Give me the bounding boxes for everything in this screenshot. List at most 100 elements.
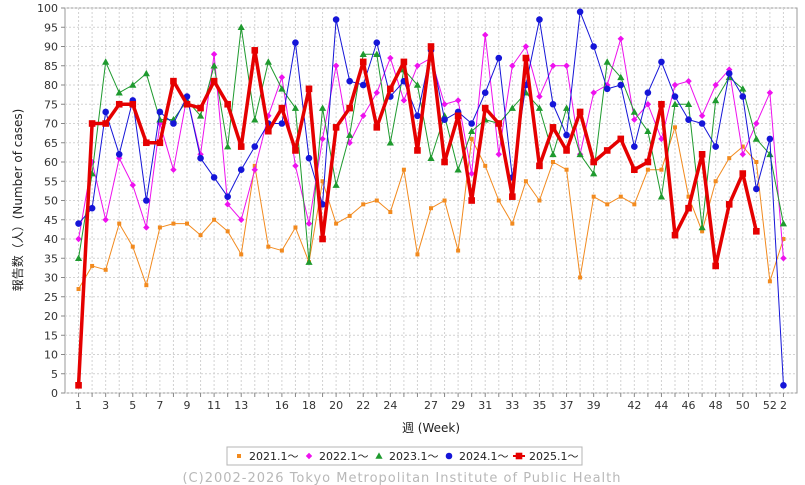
data-point	[725, 201, 733, 208]
y-tick-label: 100	[37, 2, 58, 15]
series-2	[75, 31, 787, 262]
data-point	[685, 77, 692, 85]
data-point	[292, 162, 299, 170]
data-point	[725, 73, 733, 81]
data-point	[671, 81, 679, 89]
y-tick-label: 0	[51, 387, 58, 400]
data-point	[644, 158, 652, 166]
data-point	[224, 201, 231, 208]
data-point	[522, 54, 530, 62]
data-point	[454, 97, 462, 104]
data-point	[754, 160, 759, 164]
legend-swatch	[375, 452, 383, 459]
data-point	[197, 104, 204, 112]
legend-label: 2023.1〜	[389, 450, 439, 463]
data-point	[739, 85, 747, 92]
data-point	[576, 108, 584, 116]
y-tick-label: 40	[44, 233, 58, 246]
data-point	[671, 93, 679, 100]
data-point	[712, 262, 719, 270]
data-point	[698, 223, 706, 231]
data-point	[712, 81, 719, 89]
data-point	[210, 77, 218, 85]
data-point	[590, 169, 598, 177]
data-point	[630, 108, 638, 115]
data-point	[603, 85, 611, 93]
x-tick-label: 27	[424, 399, 438, 412]
data-point	[781, 237, 786, 241]
data-point	[156, 139, 164, 147]
legend-swatch	[515, 452, 523, 460]
data-point	[400, 58, 408, 66]
data-point	[88, 158, 96, 166]
data-point	[456, 248, 461, 253]
data-point	[156, 108, 164, 116]
data-point	[468, 170, 475, 177]
data-point	[481, 89, 489, 96]
data-point	[576, 150, 584, 158]
x-tick-label: 20	[329, 399, 343, 412]
data-point	[727, 156, 732, 161]
data-point	[183, 100, 191, 108]
data-point	[224, 193, 231, 200]
data-point	[278, 104, 286, 112]
x-tick-label: 5	[129, 399, 136, 412]
y-tick-label: 70	[44, 118, 58, 131]
legend-swatch	[445, 452, 453, 460]
data-point	[373, 89, 380, 96]
data-point	[238, 216, 245, 223]
data-point	[739, 151, 746, 158]
x-tick-label: 42	[627, 399, 641, 412]
data-point	[305, 85, 313, 93]
y-tick-label: 10	[44, 349, 58, 362]
y-tick-label: 15	[44, 329, 58, 342]
data-point	[468, 127, 476, 134]
data-point	[495, 151, 502, 158]
data-point	[292, 39, 299, 46]
x-tick-label: 18	[302, 399, 316, 412]
data-point	[563, 147, 570, 154]
data-point	[563, 131, 570, 139]
data-point	[549, 124, 557, 131]
data-point	[75, 220, 82, 227]
data-point	[239, 252, 244, 257]
y-tick-label: 90	[44, 41, 58, 54]
data-point	[483, 163, 488, 168]
data-point	[305, 258, 313, 265]
data-point	[590, 158, 597, 166]
data-point	[305, 220, 313, 227]
y-axis-title: 報告数（人）(Number of cases)	[10, 109, 25, 292]
data-point	[170, 120, 177, 127]
data-point	[753, 185, 760, 193]
data-point	[780, 255, 787, 262]
y-tick-label: 55	[44, 175, 58, 188]
y-tick-label: 80	[44, 79, 58, 92]
data-point	[115, 100, 123, 108]
x-tick-label: 50	[736, 399, 750, 412]
data-point	[75, 235, 82, 243]
data-point	[264, 58, 272, 65]
data-point	[469, 136, 474, 141]
series-3	[74, 23, 788, 265]
data-point	[400, 97, 408, 104]
legend-swatch	[305, 452, 313, 460]
x-tick-label: 3	[102, 399, 109, 412]
data-point	[617, 35, 624, 42]
legend-label: 2024.1〜	[459, 450, 509, 463]
data-point	[251, 166, 258, 173]
data-point	[671, 231, 679, 239]
data-point	[359, 50, 367, 57]
data-point	[495, 120, 503, 127]
data-point	[117, 221, 122, 226]
data-point	[657, 193, 666, 200]
data-point	[659, 167, 664, 172]
data-point	[700, 229, 705, 234]
series-5	[75, 43, 760, 389]
x-tick-label: 7	[156, 399, 163, 412]
x-tick-label: 35	[532, 399, 546, 412]
data-point	[198, 233, 203, 238]
data-point	[468, 197, 475, 204]
data-point	[644, 101, 652, 108]
data-point	[780, 382, 787, 389]
data-point	[401, 167, 406, 172]
